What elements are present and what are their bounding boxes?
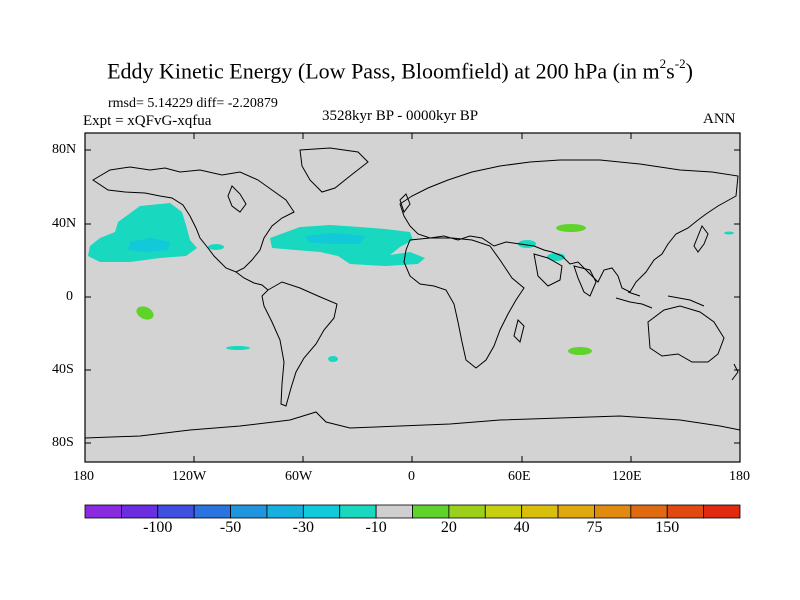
lon-label-120e: 120E [612,469,642,484]
colorbar-box [193,504,231,519]
map-title: Eddy Kinetic Energy (Low Pass, Bloomfiel… [107,56,693,84]
north-atlantic-patch [270,225,425,266]
colorbar-label: 150 [655,519,680,536]
west-pacific-patch [724,231,734,235]
southeast-asia-islands [615,291,705,309]
colorbar-label: -100 [143,519,173,536]
colorbar-box [266,504,304,519]
indian-ocean-patch [568,347,592,355]
lat-label-40n: 40N [52,216,77,231]
hudson-bay [227,185,247,213]
africa-coast [403,237,525,369]
greenland-coast [299,147,369,193]
tropical-pacific-patch [136,306,154,320]
lat-label-80s: 80S [52,435,74,450]
lat-ticks [85,149,740,444]
madagascar [513,319,525,343]
south-pacific-patch [226,346,250,350]
lon-label-180w: 180 [73,469,94,484]
map-background [85,133,740,462]
colorbar-box [120,504,159,519]
lat-label-80n: 80N [52,142,77,157]
colorbar-box [339,504,377,519]
central-america-coast [235,271,269,291]
north-pacific-patch [88,203,197,262]
eurasia-coast [399,159,739,293]
colorbar [84,504,741,519]
colorbar-label: -10 [365,519,387,536]
colorbar-label: 40 [513,519,530,536]
colorbar-box [557,504,595,519]
expt-label: Expt = xQFvG-xqfua [83,113,212,129]
arabia-coast [533,253,563,287]
colorbar-box [412,504,450,519]
colorbar-box [302,504,341,519]
lon-label-60w: 60W [285,469,313,484]
lat-label-40s: 40S [52,362,74,377]
colorbar-box [375,504,413,519]
colorbar-box [703,504,741,519]
north-america-coast [92,166,295,273]
india-coast [573,265,597,297]
japan [693,224,709,253]
new-zealand [731,363,739,381]
lon-label-180e: 180 [729,469,750,484]
south-america-east-patch [328,356,338,362]
colorbar-box [230,504,268,519]
colorbar-box [630,504,668,519]
south-america-coast [261,281,338,407]
lat-label-0: 0 [66,289,73,304]
colorbar-box [484,504,523,519]
colorbar-box [448,504,486,519]
lon-label-60e: 60E [508,469,531,484]
positive-anomaly-patches [136,224,592,355]
colorbar-label: 75 [586,519,603,536]
season-label: ANN [703,111,736,127]
lon-label-0: 0 [408,469,415,484]
colorbar-label: -30 [292,519,314,536]
colorbar-label: -50 [219,519,242,536]
colorbar-box [84,504,122,519]
australia-coast [647,305,725,363]
colorbar-box [666,504,705,519]
colorbar-box [594,504,632,519]
colorbar-label: 20 [440,519,457,536]
colorbar-box [521,504,559,519]
colorbar-box [157,504,195,519]
baja-patch [208,244,224,250]
stats-label: rmsd= 5.14229 diff= -2.20879 [108,96,278,111]
lon-label-120w: 120W [172,469,207,484]
north-atlantic-core [305,233,365,244]
central-asia-patch [556,224,586,232]
period-label: 3528kyr BP - 0000kyr BP [322,108,479,124]
north-pacific-core [128,238,170,252]
coastlines [84,147,741,439]
uk [399,193,411,214]
negative-anomaly-patches [88,203,734,362]
lon-ticks [84,133,741,462]
antarctica-coast [84,411,741,439]
